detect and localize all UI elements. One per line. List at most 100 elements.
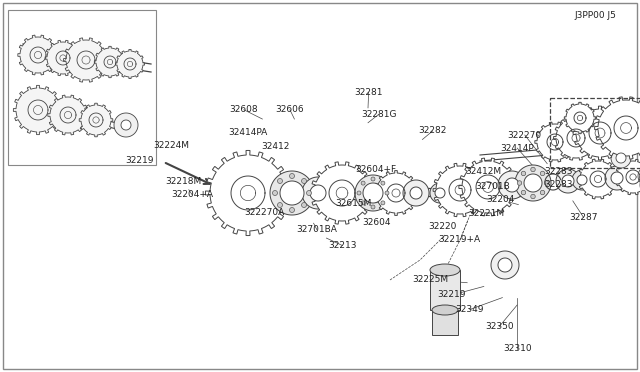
Polygon shape [616,153,626,163]
Text: 322270A: 322270A [244,208,284,217]
Circle shape [540,190,545,195]
Polygon shape [270,171,314,215]
Text: 32218M: 32218M [165,177,201,186]
Text: 32350: 32350 [485,322,513,331]
Polygon shape [18,35,58,75]
Text: 32283: 32283 [544,180,572,189]
Text: 32412M: 32412M [466,167,502,176]
Circle shape [531,167,535,172]
Polygon shape [515,165,551,201]
Polygon shape [363,183,383,203]
Polygon shape [611,172,623,184]
Circle shape [544,181,548,185]
Text: 32412: 32412 [261,142,289,151]
Polygon shape [554,116,598,160]
Circle shape [357,191,361,195]
Text: 32414PA: 32414PA [228,128,268,137]
Polygon shape [498,258,512,272]
Bar [430,270,460,310]
Polygon shape [121,120,131,130]
Text: 32606: 32606 [276,105,304,114]
Text: 32604: 32604 [362,218,390,227]
Text: 32219: 32219 [438,291,466,299]
Polygon shape [572,170,592,190]
Circle shape [301,179,307,183]
Text: 32220: 32220 [429,222,457,231]
Polygon shape [435,188,445,198]
Text: 32349: 32349 [456,305,484,314]
Ellipse shape [432,305,458,315]
Polygon shape [115,49,145,78]
Text: 32204: 32204 [486,195,515,204]
Polygon shape [524,174,542,192]
Text: 32281G: 32281G [361,110,397,119]
Polygon shape [611,148,631,168]
Polygon shape [310,162,373,224]
Polygon shape [374,171,419,215]
Circle shape [381,201,385,205]
Text: J3PP00 J5: J3PP00 J5 [574,11,616,20]
Polygon shape [491,251,519,279]
Polygon shape [605,166,629,190]
Text: 32608: 32608 [230,105,258,114]
Circle shape [278,202,282,208]
Text: 32310: 32310 [503,344,531,353]
Circle shape [540,171,545,176]
Circle shape [371,177,375,181]
Circle shape [381,181,385,185]
Text: 32225M: 32225M [412,275,448,284]
Text: 32282: 32282 [419,126,447,135]
Text: 32219+A: 32219+A [438,235,481,244]
Polygon shape [433,163,487,217]
Ellipse shape [430,264,460,276]
Text: 32701BA: 32701BA [296,225,337,234]
Circle shape [361,181,365,185]
Text: 32604+F: 32604+F [355,165,396,174]
Polygon shape [205,150,291,235]
Polygon shape [114,113,138,137]
Circle shape [521,190,525,195]
Polygon shape [48,95,88,135]
Circle shape [385,191,389,195]
Polygon shape [573,106,627,160]
Polygon shape [45,40,81,76]
Circle shape [289,173,294,179]
Text: 32204+A: 32204+A [171,190,213,199]
Polygon shape [355,175,391,211]
Polygon shape [280,181,304,205]
Circle shape [278,179,282,183]
Polygon shape [63,38,108,82]
Polygon shape [403,180,429,206]
Text: 32615M: 32615M [336,199,372,208]
Circle shape [361,201,365,205]
Text: 32221M: 32221M [468,209,504,218]
Text: 32213: 32213 [328,241,356,250]
Polygon shape [535,122,575,162]
Circle shape [289,208,294,212]
Circle shape [531,194,535,199]
Text: 32224M: 32224M [154,141,189,150]
Polygon shape [302,177,334,209]
Polygon shape [577,175,587,185]
Text: 32281: 32281 [355,88,383,97]
Polygon shape [505,178,519,192]
Polygon shape [498,171,526,199]
Polygon shape [94,46,125,78]
Circle shape [307,190,312,196]
Bar [8,10,156,165]
Text: 32414P: 32414P [500,144,534,153]
Polygon shape [13,85,63,135]
Polygon shape [595,97,640,159]
Polygon shape [564,102,596,134]
Circle shape [273,190,278,196]
Polygon shape [578,159,618,199]
Polygon shape [410,187,422,199]
Bar [432,310,458,335]
Polygon shape [79,103,113,137]
Polygon shape [638,166,640,186]
Circle shape [521,171,525,176]
Circle shape [517,181,522,185]
Circle shape [371,205,375,209]
Polygon shape [556,169,580,193]
Text: 32287: 32287 [570,213,598,222]
